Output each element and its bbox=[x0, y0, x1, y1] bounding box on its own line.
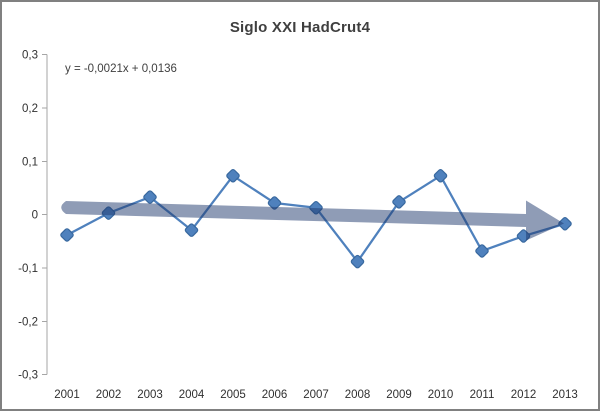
data-point-marker-2003 bbox=[143, 190, 157, 204]
chart-title: Siglo XXI HadCrut4 bbox=[229, 19, 371, 36]
x-axis-tick-label: 2005 bbox=[220, 389, 246, 401]
data-point-marker-2005 bbox=[226, 169, 240, 183]
data-point-marker-2013 bbox=[558, 217, 572, 231]
x-axis-tick-label: 2008 bbox=[345, 389, 371, 401]
x-axis-tick-label: 2009 bbox=[386, 389, 412, 401]
data-point-marker-2004 bbox=[184, 223, 199, 237]
x-axis-tick-label: 2001 bbox=[54, 389, 80, 401]
x-axis-tick-label: 2012 bbox=[511, 389, 537, 401]
y-axis-tick-label: 0 bbox=[32, 210, 38, 222]
trend-arrow bbox=[61, 200, 564, 241]
data-point-marker-2011 bbox=[475, 244, 489, 258]
data-point-marker-2010 bbox=[433, 169, 448, 183]
x-axis-tick-label: 2007 bbox=[303, 389, 329, 401]
data-point-marker-2009 bbox=[392, 195, 406, 209]
x-axis-tick-label: 2013 bbox=[552, 389, 578, 401]
data-point-marker-2001 bbox=[60, 228, 74, 242]
x-axis-tick-label: 2003 bbox=[137, 389, 163, 401]
x-axis-tick-label: 2004 bbox=[179, 389, 205, 401]
x-axis-tick-label: 2010 bbox=[428, 389, 454, 401]
x-axis-tick-label: 2006 bbox=[262, 389, 288, 401]
y-axis-tick-label: -0,2 bbox=[18, 316, 38, 328]
y-axis-tick-label: -0,1 bbox=[18, 263, 38, 275]
y-axis-tick-label: -0,3 bbox=[18, 370, 38, 382]
y-axis-tick-label: 0,1 bbox=[22, 156, 38, 168]
x-axis-tick-label: 2011 bbox=[470, 389, 495, 401]
y-axis-tick-label: 0,2 bbox=[22, 103, 38, 115]
data-point-marker-2008 bbox=[350, 254, 365, 269]
y-axis-tick-label: 0,3 bbox=[22, 50, 38, 62]
x-axis-tick-label: 2002 bbox=[96, 389, 122, 401]
trend-equation-label: y = -0,0021x + 0,0136 bbox=[65, 63, 177, 75]
data-point-marker-2006 bbox=[267, 196, 282, 210]
